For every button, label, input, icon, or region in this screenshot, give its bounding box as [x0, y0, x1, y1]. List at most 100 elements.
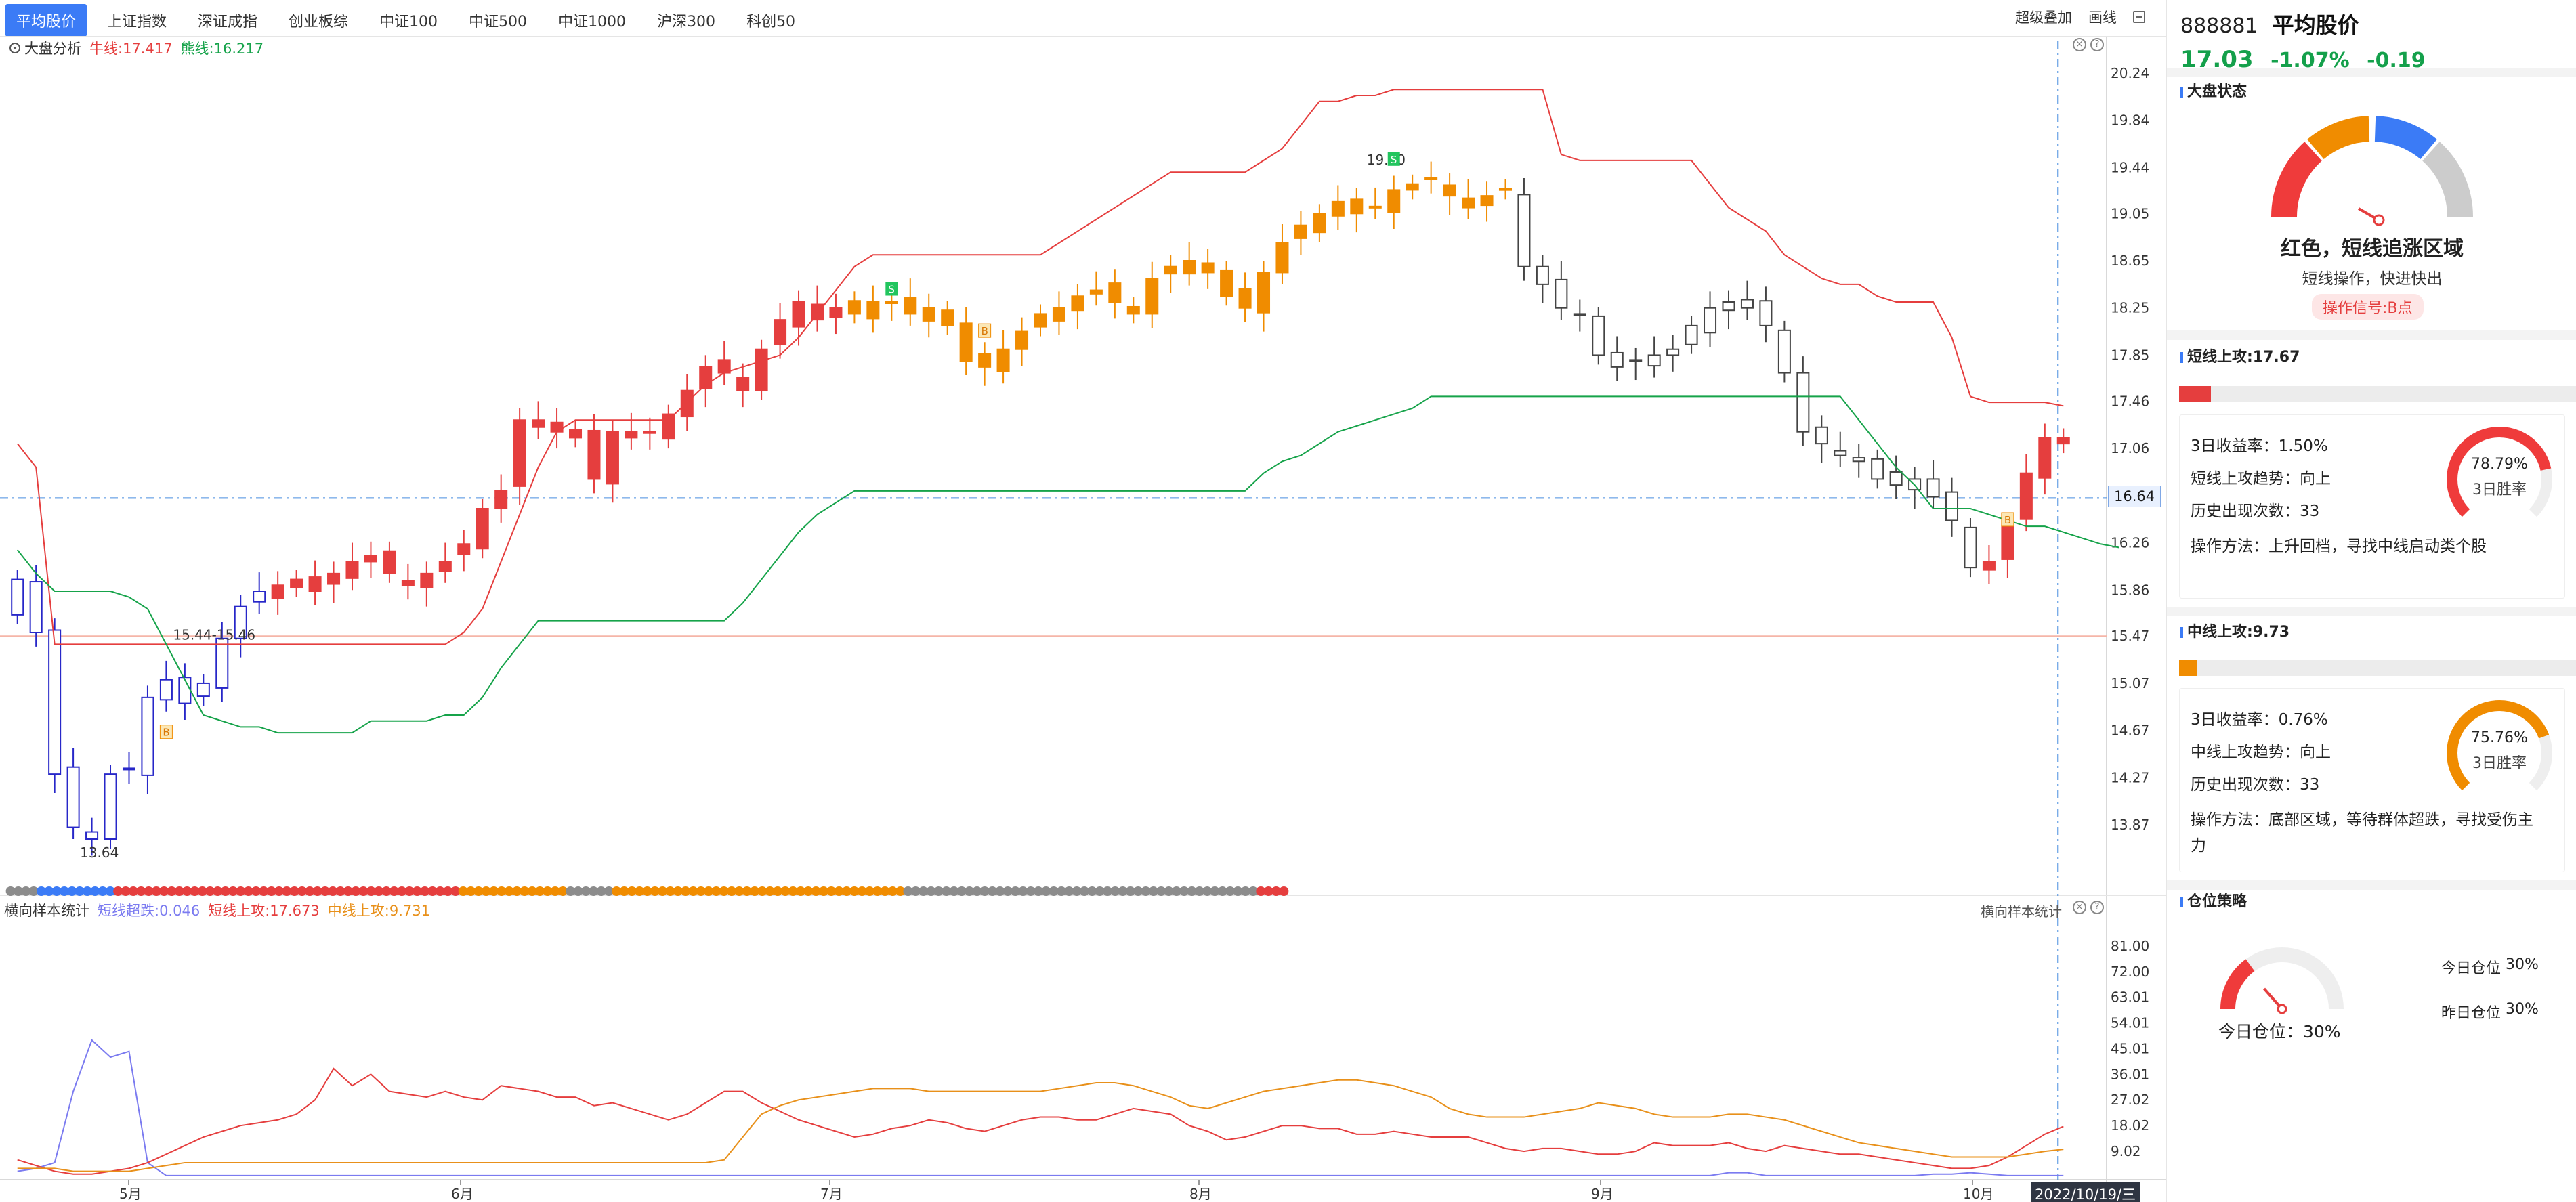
status-dot [1072, 886, 1082, 896]
status-dot [205, 886, 215, 896]
gauge-segment [2374, 116, 2437, 160]
candle-body [1443, 184, 1456, 197]
candle-body [1759, 300, 1773, 326]
candle-body [383, 550, 396, 574]
tab-csi500[interactable]: 中证500 [469, 14, 528, 30]
today-position-value: 30% [2506, 956, 2539, 973]
y-tick-label: 19.05 [2111, 205, 2149, 221]
short-up-legend: 短线上攻:17.673 [208, 903, 320, 919]
position-title: 仓位策略 [2167, 891, 2576, 913]
status-dot [566, 886, 576, 896]
short-winrate: 78.79% [2471, 456, 2528, 473]
candle-body [1685, 324, 1698, 345]
status-dot [289, 886, 299, 896]
short-attack-bar [2179, 386, 2576, 402]
buy-signal-marker [159, 725, 173, 739]
market-status-section: 大盘状态 [2167, 81, 2576, 103]
candle-body [1852, 457, 1865, 463]
close-icon[interactable]: × [2073, 38, 2086, 51]
candle-body [532, 419, 545, 428]
index-name: 平均股价 [2272, 12, 2359, 38]
bear-line [16, 395, 2119, 734]
candle-body [1183, 260, 1196, 275]
mid-return: 3日收益率：0.76% [2191, 711, 2328, 729]
tab-csi300[interactable]: 沪深300 [657, 14, 716, 30]
candle-body [513, 419, 526, 487]
status-dot [681, 886, 691, 896]
sub-y-tick-label: 54.01 [2111, 1015, 2149, 1031]
candle-body [941, 309, 954, 326]
status-dot [765, 886, 775, 896]
overlay-button[interactable]: 超级叠加 [2015, 9, 2072, 26]
status-dot [366, 886, 376, 896]
candle-body [494, 490, 508, 509]
status-dot [557, 886, 568, 896]
tab-csi100[interactable]: 中证100 [379, 14, 438, 30]
tab-star50[interactable]: 科创50 [746, 14, 796, 30]
status-dot [1225, 886, 1236, 896]
status-dot [397, 886, 407, 896]
status-dot [780, 886, 790, 896]
mid-attack-bar-fill [2179, 660, 2197, 676]
status-dot [144, 886, 154, 896]
status-dot [696, 886, 706, 896]
collapse-icon[interactable] [9, 43, 20, 53]
status-dot [427, 886, 438, 896]
status-dot [1187, 886, 1197, 896]
status-dot [1049, 886, 1059, 896]
buy-signal-marker [978, 323, 992, 338]
candlestick-chart: 20.24 19.84 19.44 19.05 18.65 18.25 17.85 17.46… [0, 36, 2166, 1202]
status-dot [220, 886, 230, 896]
candle-body [1126, 305, 1140, 315]
status-dot [811, 886, 821, 896]
status-dot [1002, 886, 1013, 896]
status-dot [527, 886, 537, 896]
draw-button[interactable]: 画线 [2088, 9, 2117, 26]
mid-attack-bar [2179, 660, 2576, 676]
buy-signal-text: B [163, 727, 169, 739]
tab-sz-index[interactable]: 深证成指 [198, 14, 258, 30]
tab-sh-index[interactable]: 上证指数 [107, 14, 167, 30]
status-dot [1079, 886, 1089, 896]
candle-body [308, 576, 322, 592]
candle-body [792, 301, 805, 328]
status-dot [389, 886, 399, 896]
status-dot [949, 886, 959, 896]
candle-body [438, 561, 452, 572]
mid-winrate-label: 3日胜率 [2472, 755, 2527, 772]
candle-body [1555, 278, 1568, 309]
status-dot [75, 886, 85, 896]
status-dot [251, 886, 261, 896]
candle-body [1108, 282, 1122, 303]
help-icon[interactable]: ? [2090, 38, 2104, 51]
candle-body [996, 348, 1010, 372]
status-dot [197, 886, 207, 896]
status-dot [1164, 886, 1174, 896]
y-tick-label: 13.87 [2111, 817, 2149, 833]
market-status-text: 红色，短线追涨区域 [2281, 237, 2464, 261]
tab-gem[interactable]: 创业板综 [289, 14, 349, 30]
status-dot [903, 886, 913, 896]
tab-avg-price[interactable]: 平均股价 [5, 4, 87, 37]
candle-body [885, 301, 898, 304]
status-dot [1102, 886, 1112, 896]
mid-up-legend: 中线上攻:9.731 [327, 903, 430, 919]
candle-body [1926, 478, 1940, 498]
candle-body [476, 508, 489, 550]
position-gauge [2220, 947, 2344, 1014]
close-icon[interactable]: × [2073, 901, 2086, 914]
status-dot [59, 886, 69, 896]
window-icon[interactable] [2133, 11, 2145, 23]
candle-body [550, 421, 564, 433]
help-icon[interactable]: ? [2090, 901, 2104, 914]
short-attack-section: 短线上攻:17.67 [2167, 347, 2576, 368]
status-dot [1194, 886, 1204, 896]
candle-body [1201, 262, 1215, 274]
status-dot [910, 886, 921, 896]
status-dot [895, 886, 906, 896]
tab-csi1000[interactable]: 中证1000 [558, 14, 627, 30]
candle-body [1294, 224, 1307, 239]
status-dot [497, 886, 507, 896]
status-dot [589, 886, 599, 896]
status-dot [51, 886, 62, 896]
